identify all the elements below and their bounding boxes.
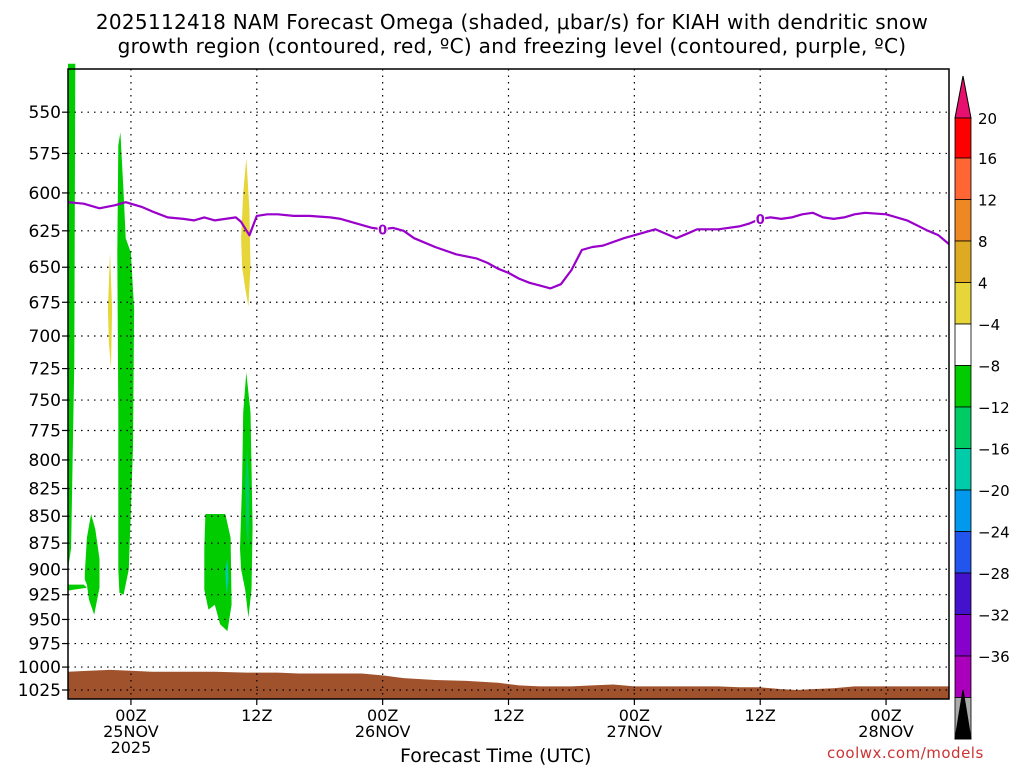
- x-tick-label-3-0: 12Z: [493, 706, 524, 725]
- y-axis-ticks: 550 575 600 625 650 675 700 725 750 775 800 825 850 8…: [18, 103, 68, 701]
- freezing-level-label-1: 0: [756, 213, 765, 228]
- omega-region-1: [68, 584, 87, 591]
- x-tick-label-4-1: 27NOV: [607, 722, 663, 741]
- plot-lines: 00: [67, 201, 950, 290]
- omega-region-0: [68, 63, 76, 570]
- colorbar-segment-7: [954, 406, 972, 449]
- freezing-level-label-bg-0: [377, 221, 388, 236]
- y-tick-label-1025: 1025: [18, 681, 61, 701]
- colorbar-segment-3: [954, 240, 972, 283]
- y-tick-label-925: 925: [29, 586, 61, 606]
- y-tick-label-725: 725: [29, 360, 61, 380]
- omega-region-3: [117, 132, 135, 595]
- omega-region-8: [245, 448, 250, 549]
- colorbar-segment-9: [954, 489, 972, 532]
- colorbar-tick-10: −24: [978, 524, 1010, 542]
- omega-region-9: [225, 558, 229, 595]
- colorbar-tick-1: 16: [978, 150, 997, 168]
- colorbar-segment-11: [954, 572, 972, 615]
- colorbar-top-arrow: [954, 75, 972, 119]
- y-tick-label-575: 575: [29, 144, 61, 164]
- x-tick-label-2-1: 26NOV: [355, 722, 411, 741]
- x-tick-label-0-2: 2025: [111, 738, 152, 757]
- y-tick-label-675: 675: [29, 293, 61, 313]
- x-tick-label-5-0: 12Z: [745, 706, 776, 725]
- freezing-level-label-0: 0: [378, 223, 387, 238]
- y-tick-label-850: 850: [29, 507, 61, 527]
- colorbar-tick-13: −36: [978, 648, 1010, 666]
- x-tick-label-0-1: 25NOV: [103, 722, 159, 741]
- colorbar-segment-4: [954, 282, 972, 325]
- omega-region-4: [107, 252, 113, 369]
- freezing-level-label-bg-1: [755, 210, 766, 225]
- x-tick-label-0-0: 00Z: [115, 706, 146, 725]
- colorbar-bottom-arrow: [954, 689, 972, 740]
- y-tick-label-600: 600: [29, 184, 61, 204]
- colorbar-segment-5: [954, 323, 972, 366]
- y-tick-label-1000: 1000: [18, 658, 61, 678]
- y-tick-label-550: 550: [29, 103, 61, 123]
- colorbar-segment-12: [954, 614, 972, 657]
- x-axis-label: Forecast Time (UTC): [400, 745, 592, 767]
- source-credit: coolwx.com/models: [827, 744, 984, 762]
- colorbar-tick-12: −32: [978, 607, 1010, 625]
- colorbar-tick-0: 20: [978, 110, 997, 128]
- y-tick-label-700: 700: [29, 327, 61, 347]
- plot-fills: [68, 63, 949, 699]
- y-tick-label-650: 650: [29, 258, 61, 278]
- y-tick-label-800: 800: [29, 451, 61, 471]
- colorbar-tick-8: −16: [978, 441, 1010, 459]
- colorbar-segment-1: [954, 157, 972, 200]
- x-tick-label-6-1: 28NOV: [858, 722, 914, 741]
- colorbar-segment-2: [954, 199, 972, 242]
- x-tick-label-1-0: 12Z: [241, 706, 272, 725]
- colorbar-tick-6: −8: [978, 358, 1000, 376]
- y-tick-label-825: 825: [29, 480, 61, 500]
- freezing-level-line: [67, 201, 950, 290]
- y-tick-label-775: 775: [29, 421, 61, 441]
- colorbar-segment-8: [954, 448, 972, 491]
- y-tick-label-975: 975: [29, 635, 61, 655]
- colorbar-tick-7: −12: [978, 399, 1010, 417]
- plot-grid: [68, 69, 949, 699]
- colorbar-tick-2: 12: [978, 192, 997, 210]
- colorbar-segment-6: [954, 365, 972, 408]
- x-tick-label-4-0: 00Z: [619, 706, 650, 725]
- y-tick-label-900: 900: [29, 560, 61, 580]
- colorbar-tick-11: −28: [978, 565, 1010, 583]
- plot-frame: [67, 68, 950, 700]
- y-tick-label-625: 625: [29, 222, 61, 242]
- colorbar-tick-3: 8: [978, 233, 988, 251]
- colorbar-tick-4: 4: [978, 275, 988, 293]
- y-tick-label-750: 750: [29, 391, 61, 411]
- y-tick-label-950: 950: [29, 610, 61, 630]
- x-tick-label-2-0: 00Z: [367, 706, 398, 725]
- omega-region-5: [241, 158, 251, 307]
- chart-title-line-2: growth region (contoured, red, ºC) and f…: [117, 34, 907, 58]
- colorbar-legend: 20 16 12 8 4 −4 −8 −12 −16 −20 −24 −28 −32 −36: [954, 75, 1010, 740]
- chart-title-line-1: 2025112418 NAM Forecast Omega (shaded, μ…: [95, 10, 929, 34]
- colorbar-tick-5: −4: [978, 316, 1000, 334]
- colorbar-segment-10: [954, 531, 972, 574]
- colorbar-tick-9: −20: [978, 482, 1010, 500]
- y-tick-label-875: 875: [29, 534, 61, 554]
- omega-region-2: [84, 514, 100, 615]
- colorbar-segment-0: [954, 117, 972, 159]
- surface-ground-fill: [68, 669, 949, 699]
- x-tick-label-6-0: 00Z: [870, 706, 901, 725]
